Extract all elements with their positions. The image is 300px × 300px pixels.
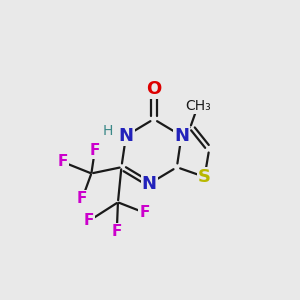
Text: F: F [112, 224, 122, 239]
Text: F: F [90, 143, 100, 158]
Text: N: N [174, 127, 189, 145]
Text: H: H [102, 124, 113, 138]
Text: N: N [118, 127, 134, 145]
Text: F: F [77, 191, 87, 206]
Text: F: F [84, 213, 94, 228]
Text: CH₃: CH₃ [185, 100, 211, 113]
Text: F: F [139, 205, 150, 220]
Text: S: S [198, 168, 211, 186]
Text: O: O [146, 80, 161, 98]
Text: N: N [142, 175, 157, 193]
Text: F: F [57, 154, 68, 169]
